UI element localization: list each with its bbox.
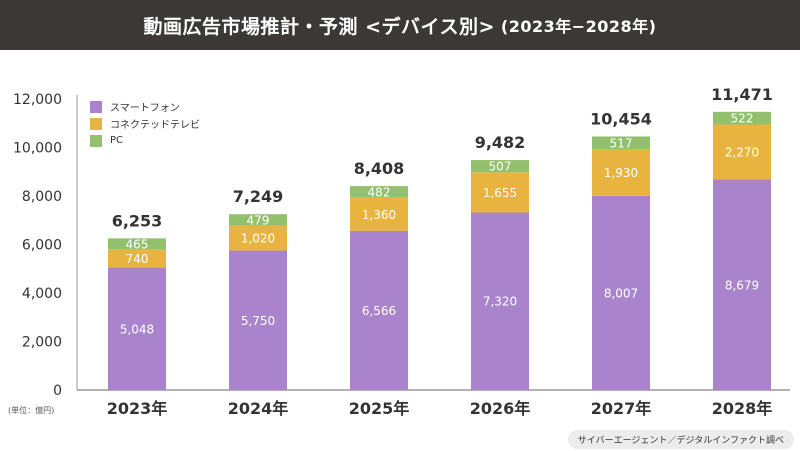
data-label: 2,270 <box>725 146 759 160</box>
unit-label: (単位：億円) <box>8 406 55 415</box>
data-label: 5,750 <box>241 314 275 328</box>
bar-segment <box>471 212 529 390</box>
bar-segment <box>471 172 529 213</box>
chart-title-bar: 動画広告市場推計・予測 <デバイス別> (2023年−2028年) <box>0 0 800 50</box>
data-label: 482 <box>368 185 391 199</box>
y-tick-label: 2,000 <box>22 335 62 351</box>
total-label: 8,408 <box>354 159 405 178</box>
legend-swatch <box>90 134 102 147</box>
y-tick-label: 4,000 <box>22 286 62 302</box>
bar-segment <box>350 186 408 198</box>
data-label: 1,655 <box>483 186 517 200</box>
legend-label: スマートフォン <box>110 103 180 114</box>
legend-item: スマートフォン <box>90 98 200 115</box>
legend-swatch <box>90 100 102 113</box>
y-tick-label: 6,000 <box>22 238 62 254</box>
data-label: 507 <box>489 160 512 174</box>
bar-segment <box>713 111 771 125</box>
bar-segment <box>350 197 408 231</box>
total-label: 9,482 <box>475 133 526 152</box>
total-label: 6,253 <box>112 211 163 230</box>
data-label: 7,320 <box>483 295 517 309</box>
data-label: 5,048 <box>120 322 154 336</box>
legend-swatch <box>90 117 102 130</box>
total-label: 11,471 <box>711 85 773 104</box>
total-label: 7,249 <box>233 187 284 206</box>
y-tick-label: 12,000 <box>13 92 62 108</box>
data-label: 479 <box>247 214 270 228</box>
bar-segment <box>229 250 287 390</box>
data-label: 1,020 <box>241 232 275 246</box>
total-label: 10,454 <box>590 109 652 128</box>
legend-item: PC <box>90 132 200 149</box>
data-label: 1,360 <box>362 208 396 222</box>
bar-segment <box>229 214 287 226</box>
x-tick-label: 2026年 <box>470 399 531 418</box>
chart-subtitle: (2023年−2028年) <box>500 17 657 36</box>
bar-segment <box>592 136 650 150</box>
chart-title: 動画広告市場推計・予測 <デバイス別> <box>143 15 495 38</box>
bar-segment <box>713 124 771 180</box>
data-label: 6,566 <box>362 304 396 318</box>
bar-segment <box>592 195 650 390</box>
bar-segment <box>229 225 287 251</box>
legend: スマートフォンコネクテッドテレビ PC <box>90 98 200 149</box>
legend-label: コネクテッドテレビ <box>110 120 200 131</box>
x-tick-label: 2028年 <box>712 399 773 418</box>
x-tick-label: 2025年 <box>349 399 410 418</box>
bar-segment <box>350 230 408 390</box>
y-tick-label: 10,000 <box>13 141 62 157</box>
bar-segment <box>108 238 166 250</box>
bar-segment <box>592 149 650 196</box>
y-tick-label: 8,000 <box>22 189 62 205</box>
bar-segment <box>108 249 166 268</box>
legend-item: コネクテッドテレビ <box>90 115 200 132</box>
legend-label: PC <box>110 135 124 146</box>
data-label: 465 <box>126 238 149 252</box>
y-tick-label: 0 <box>53 383 62 399</box>
data-label: 1,930 <box>604 166 638 180</box>
x-tick-label: 2024年 <box>228 399 289 418</box>
data-label: 740 <box>126 252 149 266</box>
data-label: 8,007 <box>604 286 638 300</box>
bar-segment <box>713 179 771 390</box>
data-label: 517 <box>610 136 633 150</box>
data-label: 522 <box>731 112 754 126</box>
bar-segment <box>108 267 166 390</box>
bar-segment <box>471 160 529 173</box>
source-note: サイバーエージェント／デジタルインファクト調べ <box>567 430 794 449</box>
data-label: 8,679 <box>725 278 759 292</box>
x-tick-label: 2023年 <box>107 399 168 418</box>
x-tick-label: 2027年 <box>591 399 652 418</box>
